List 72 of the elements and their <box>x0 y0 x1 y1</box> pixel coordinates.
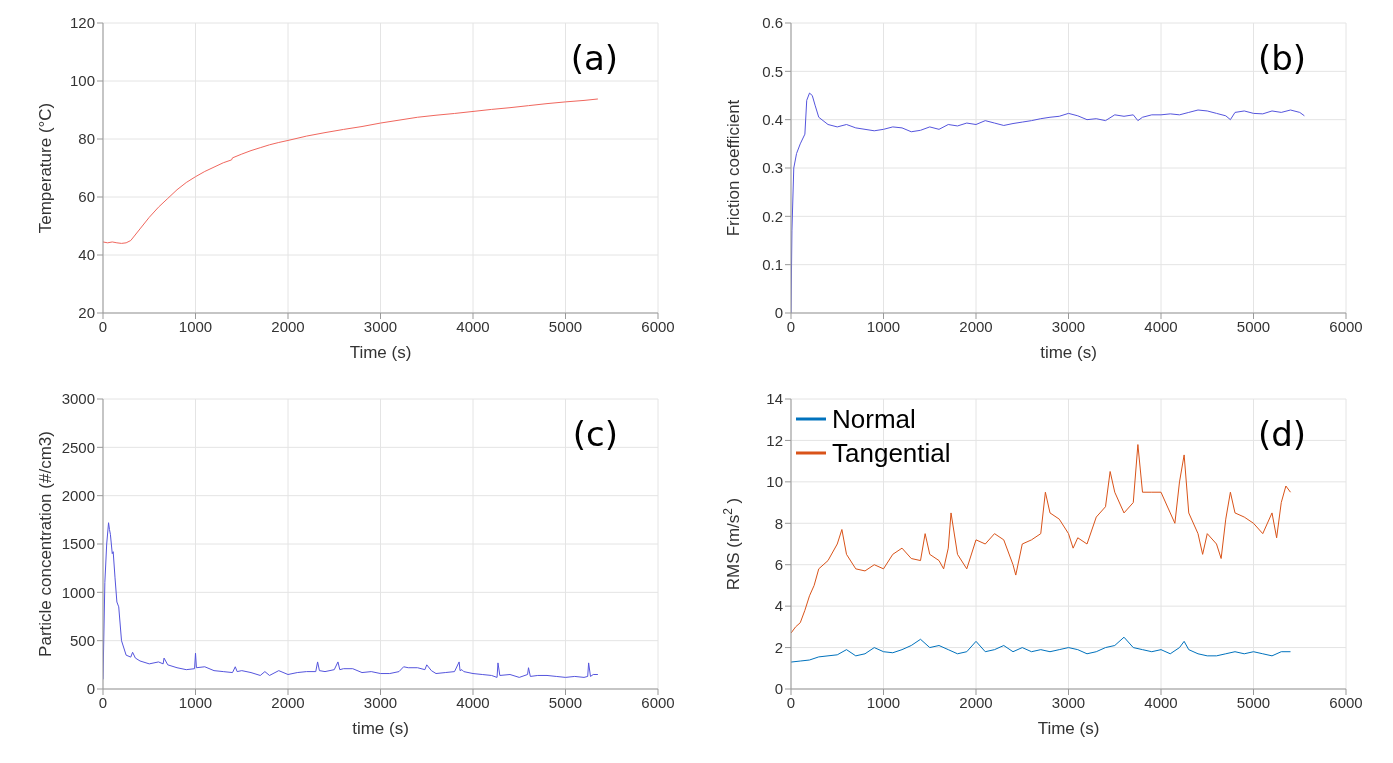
x-tick-label: 3000 <box>1051 693 1086 711</box>
y-tick-label: 2 <box>774 638 783 656</box>
x-tick-label: 2000 <box>959 317 993 335</box>
y-tick-label: 40 <box>78 246 95 264</box>
y-tick-label: 0.2 <box>762 207 783 225</box>
y-tick-label: 0.5 <box>762 62 783 80</box>
x-tick-label: 5000 <box>548 317 583 335</box>
x-tick-label: 4000 <box>1144 317 1178 335</box>
x-tick-label: 3000 <box>363 693 398 711</box>
line-series <box>103 98 599 244</box>
y-axis-title: Temperature (°C) <box>36 102 55 234</box>
x-tick-label: 1000 <box>866 693 901 711</box>
y-tick-label: 10 <box>766 473 783 491</box>
legend-label: Normal <box>832 403 916 436</box>
y-tick-label: 8 <box>774 514 783 532</box>
x-axis-title: time (s) <box>352 719 409 738</box>
x-tick-label: 5000 <box>1236 317 1271 335</box>
x-tick-label: 5000 <box>548 693 583 711</box>
x-axis-title: Time (s) <box>1037 719 1100 738</box>
y-tick-label: 6 <box>774 556 783 574</box>
line-series <box>791 636 1291 663</box>
y-tick-label: 500 <box>69 631 95 649</box>
y-tick-label: 2000 <box>61 486 95 504</box>
x-tick-label: 5000 <box>1236 693 1271 711</box>
y-tick-label: 100 <box>69 72 95 90</box>
y-tick-label: 20 <box>78 304 95 322</box>
x-tick-label: 3000 <box>363 317 398 335</box>
annotation: (b) <box>1257 38 1306 78</box>
annotation: (c) <box>572 414 618 454</box>
line-series <box>103 522 599 680</box>
y-tick-label: 0.1 <box>762 255 783 273</box>
x-tick-label: 3000 <box>1051 317 1086 335</box>
y-tick-label: 1500 <box>61 535 95 553</box>
x-tick-label: 2000 <box>271 317 305 335</box>
y-tick-label: 2500 <box>61 438 95 456</box>
y-tick-label: 0 <box>86 680 95 698</box>
y-tick-label: 120 <box>69 14 95 32</box>
x-tick-label: 2000 <box>959 693 993 711</box>
y-tick-label: 12 <box>766 431 783 449</box>
x-tick-label: 6000 <box>641 693 675 711</box>
legend-label: Tangential <box>832 437 951 470</box>
y-tick-label: 0.4 <box>762 110 783 128</box>
y-tick-label: 0.3 <box>762 159 783 177</box>
y-axis-title: Particle concentration (#/cm3) <box>36 431 55 657</box>
x-tick-label: 6000 <box>1329 693 1363 711</box>
x-tick-label: 6000 <box>1329 317 1363 335</box>
x-tick-label: 4000 <box>1144 693 1178 711</box>
y-tick-label: 80 <box>78 130 95 148</box>
y-axis-title: Friction coefficient <box>724 99 743 237</box>
x-tick-label: 4000 <box>456 317 490 335</box>
x-tick-label: 4000 <box>456 693 490 711</box>
x-axis-title: Time (s) <box>349 343 412 362</box>
y-tick-label: 0.6 <box>762 14 783 32</box>
y-tick-label: 14 <box>766 390 783 408</box>
y-tick-label: 0 <box>774 304 783 322</box>
y-tick-label: 0 <box>774 680 783 698</box>
annotation: (a) <box>570 38 618 78</box>
x-tick-label: 1000 <box>178 317 213 335</box>
y-tick-label: 4 <box>774 597 783 615</box>
x-tick-label: 2000 <box>271 693 305 711</box>
x-tick-label: 1000 <box>866 317 901 335</box>
x-tick-label: 0 <box>786 317 796 335</box>
x-tick-label: 6000 <box>641 317 675 335</box>
x-axis-title: time (s) <box>1040 343 1097 362</box>
x-tick-label: 0 <box>786 693 796 711</box>
y-tick-label: 3000 <box>61 390 95 408</box>
x-tick-label: 0 <box>98 317 108 335</box>
y-tick-label: 1000 <box>61 583 95 601</box>
x-tick-label: 1000 <box>178 693 213 711</box>
annotation: (d) <box>1257 414 1306 454</box>
y-tick-label: 60 <box>78 188 95 206</box>
x-tick-label: 0 <box>98 693 108 711</box>
